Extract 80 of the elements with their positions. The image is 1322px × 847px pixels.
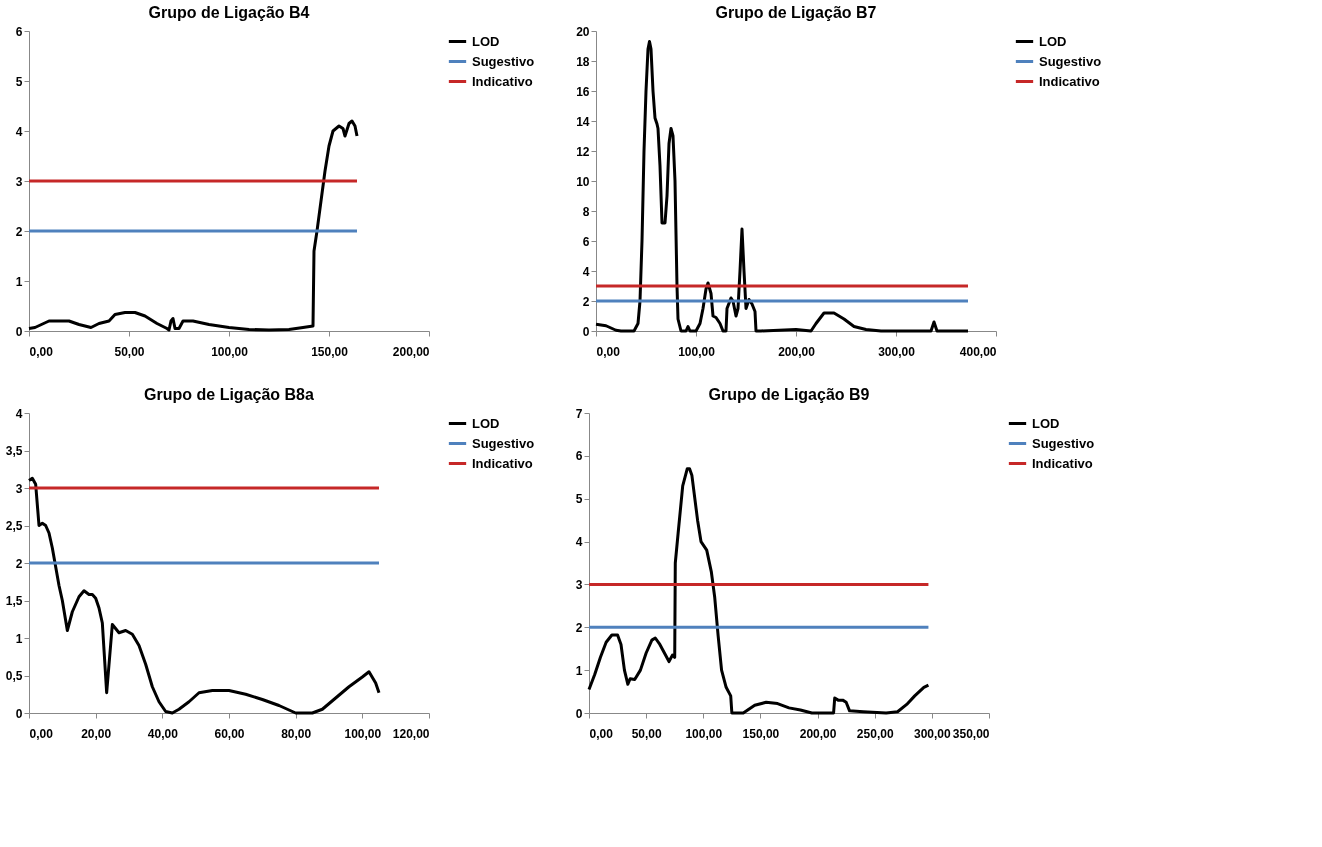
y-tick-label: 3 [15, 174, 23, 189]
y-tick-label: 12 [576, 144, 590, 159]
legend-label: LOD [472, 415, 500, 431]
x-tick-label: 200,00 [392, 344, 430, 359]
y-tick-label: 2 [15, 224, 23, 239]
legend-label: Sugestivo [472, 435, 535, 451]
x-tick-label: 100,00 [211, 344, 249, 359]
x-tick-label: 20,00 [81, 726, 112, 741]
x-tick-label: 150,00 [311, 344, 349, 359]
y-tick-label: 2 [582, 294, 590, 309]
y-tick-label: 2 [575, 620, 583, 635]
legend-label: Sugestivo [1032, 435, 1095, 451]
y-tick-label: 5 [15, 74, 23, 89]
x-tick-label: 200,00 [799, 726, 837, 741]
legend-label: Indicativo [472, 455, 533, 471]
x-tick-label: 100,00 [678, 344, 716, 359]
line-series [594, 40, 970, 333]
chart-title: Grupo de Ligação B7 [715, 4, 877, 21]
y-tick-label: 3 [15, 481, 23, 496]
y-tick-label: 4 [582, 264, 590, 279]
line-series [587, 467, 930, 715]
y-tick-label: 7 [575, 406, 583, 421]
y-tick-label: 0 [582, 324, 590, 339]
y-tick-label: 3,5 [5, 444, 23, 458]
y-tick-label: 6 [582, 234, 590, 249]
y-tick-label: 1 [575, 663, 583, 678]
y-tick-label: 20 [576, 24, 590, 39]
x-tick-label: 80,00 [281, 726, 312, 741]
x-tick-label: 200,00 [778, 344, 816, 359]
chart-title: Grupo de Ligação B4 [148, 4, 310, 21]
x-tick-label: 300,00 [878, 344, 916, 359]
y-tick-label: 5 [575, 492, 583, 507]
x-tick-label: 300,00 [914, 726, 952, 741]
legend-label: LOD [1032, 415, 1060, 431]
x-tick-label: 0,00 [589, 726, 614, 741]
x-tick-label: 120,00 [392, 726, 430, 741]
y-tick-label: 0 [15, 324, 23, 339]
x-tick-label: 0,00 [29, 344, 54, 359]
y-tick-label: 4 [575, 535, 583, 550]
y-tick-label: 1 [15, 274, 23, 289]
legend-label: Sugestivo [1039, 53, 1102, 69]
x-tick-label: 40,00 [147, 726, 179, 741]
chart-title: Grupo de Ligação B8a [144, 386, 315, 403]
y-tick-label: 3 [575, 577, 583, 592]
y-tick-label: 16 [576, 84, 590, 99]
y-tick-label: 6 [575, 449, 583, 464]
legend-label: Indicativo [1039, 73, 1100, 89]
x-tick-label: 250,00 [856, 726, 894, 741]
legend-label: LOD [472, 33, 500, 49]
x-tick-label: 350,00 [952, 726, 990, 741]
y-tick-label: 1,5 [5, 594, 23, 608]
line-series [27, 119, 359, 332]
y-tick-label: 1 [15, 631, 23, 646]
legend-label: LOD [1039, 33, 1067, 49]
y-tick-label: 0,5 [5, 669, 23, 683]
y-tick-label: 0 [575, 706, 583, 721]
y-tick-label: 0 [15, 706, 23, 721]
chart-title: Grupo de Ligação B9 [708, 386, 870, 403]
x-tick-label: 100,00 [344, 726, 382, 741]
x-tick-label: 100,00 [685, 726, 723, 741]
y-tick-label: 10 [576, 174, 590, 189]
y-tick-label: 2,5 [5, 519, 23, 533]
x-tick-label: 60,00 [214, 726, 245, 741]
y-tick-label: 14 [576, 114, 590, 129]
x-tick-label: 50,00 [114, 344, 145, 359]
y-tick-label: 6 [15, 24, 23, 39]
y-tick-label: 4 [15, 124, 23, 139]
x-tick-label: 50,00 [631, 726, 662, 741]
legend-label: Indicativo [1032, 455, 1093, 471]
y-tick-label: 18 [576, 54, 590, 69]
x-tick-label: 0,00 [596, 344, 621, 359]
legend-label: Sugestivo [472, 53, 535, 69]
legend-label: Indicativo [472, 73, 533, 89]
x-tick-label: 400,00 [959, 344, 997, 359]
x-tick-label: 150,00 [742, 726, 780, 741]
y-tick-label: 2 [15, 556, 23, 571]
line-series [27, 476, 381, 715]
y-tick-label: 8 [582, 204, 590, 219]
x-tick-label: 0,00 [29, 726, 54, 741]
y-tick-label: 4 [15, 406, 23, 421]
